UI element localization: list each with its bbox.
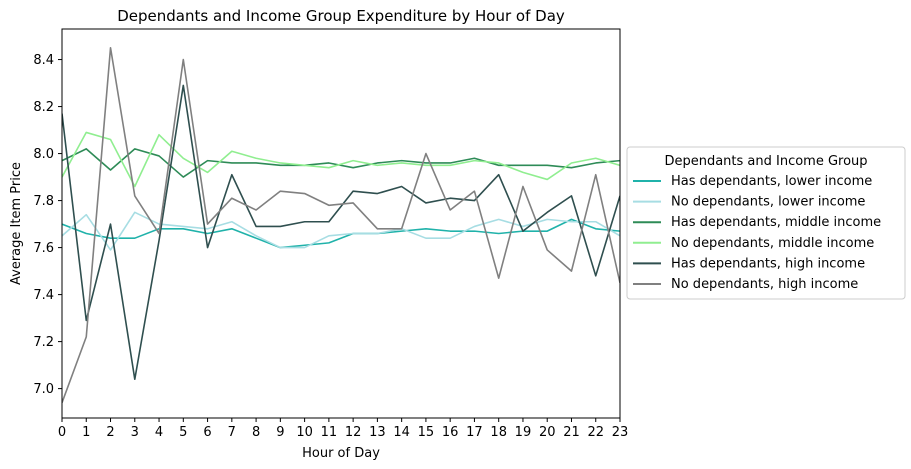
x-tick-label: 3 bbox=[131, 425, 139, 440]
x-tick-label: 4 bbox=[155, 425, 163, 440]
y-tick-label: 8.4 bbox=[33, 53, 54, 68]
y-tick-label: 7.6 bbox=[33, 241, 54, 256]
x-tick-label: 12 bbox=[345, 425, 362, 440]
x-tick-label: 2 bbox=[106, 425, 114, 440]
legend-title: Dependants and Income Group bbox=[664, 154, 867, 169]
legend-label: Has dependants, middle income bbox=[671, 215, 881, 230]
x-tick-label: 16 bbox=[442, 425, 459, 440]
x-tick-label: 7 bbox=[228, 425, 236, 440]
plot-frame bbox=[61, 28, 621, 419]
x-tick-label: 10 bbox=[296, 425, 313, 440]
legend-label: Has dependants, lower income bbox=[671, 174, 872, 189]
series-line-6 bbox=[62, 46, 620, 403]
y-axis-label: Average Item Price bbox=[9, 162, 24, 285]
y-tick-label: 7.8 bbox=[33, 194, 54, 209]
legend-label: Has dependants, high income bbox=[671, 256, 865, 271]
x-tick-label: 13 bbox=[369, 425, 386, 440]
series-lines bbox=[62, 46, 620, 403]
y-axis: 7.0 7.2 7.4 7.6 7.8 8.0 8.2 8.4 bbox=[33, 53, 62, 397]
x-tick-label: 14 bbox=[393, 425, 410, 440]
series-line-5 bbox=[62, 84, 620, 381]
y-tick-label: 8.2 bbox=[33, 100, 54, 115]
legend: Dependants and Income Group Has dependan… bbox=[626, 146, 906, 300]
series-line-3 bbox=[62, 148, 620, 178]
x-tick-label: 22 bbox=[587, 425, 604, 440]
legend-box bbox=[626, 146, 906, 300]
y-tick-label: 8.0 bbox=[33, 147, 54, 162]
x-tick-label: 21 bbox=[563, 425, 580, 440]
x-tick-label: 17 bbox=[466, 425, 483, 440]
legend-label: No dependants, middle income bbox=[671, 236, 874, 251]
series-line-2 bbox=[62, 211, 620, 251]
x-tick-label: 23 bbox=[612, 425, 629, 440]
x-tick-label: 1 bbox=[82, 425, 90, 440]
x-tick-label: 11 bbox=[321, 425, 338, 440]
x-tick-label: 8 bbox=[252, 425, 260, 440]
y-tick-label: 7.0 bbox=[33, 382, 54, 397]
x-tick-label: 20 bbox=[539, 425, 556, 440]
legend-label: No dependants, high income bbox=[671, 277, 858, 292]
x-axis-label: Hour of Day bbox=[302, 446, 380, 461]
x-tick-label: 0 bbox=[58, 425, 66, 440]
x-axis: 0 1 2 3 4 5 6 7 8 9 10 11 12 13 14 15 16 17 18 19 20 21 22 23 bbox=[58, 418, 628, 440]
x-tick-label: 6 bbox=[203, 425, 211, 440]
y-tick-label: 7.2 bbox=[33, 335, 54, 350]
legend-label: No dependants, lower income bbox=[671, 195, 865, 210]
series-line-4 bbox=[62, 131, 620, 188]
x-tick-label: 19 bbox=[515, 425, 532, 440]
x-tick-label: 18 bbox=[490, 425, 507, 440]
x-tick-label: 5 bbox=[179, 425, 187, 440]
chart-title: Dependants and Income Group Expenditure … bbox=[117, 7, 565, 25]
series-line-1 bbox=[62, 218, 620, 249]
y-tick-label: 7.4 bbox=[33, 288, 54, 303]
x-tick-label: 15 bbox=[418, 425, 435, 440]
x-tick-label: 9 bbox=[276, 425, 284, 440]
